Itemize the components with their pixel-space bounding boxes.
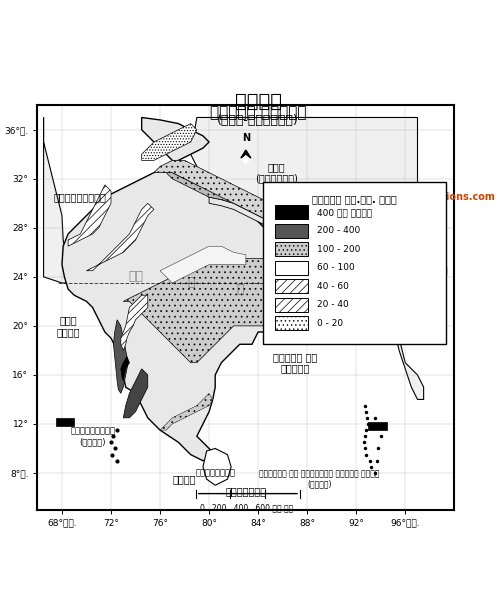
Polygon shape	[68, 185, 111, 246]
Polygon shape	[121, 295, 147, 351]
Polygon shape	[141, 124, 196, 161]
Polygon shape	[44, 117, 92, 283]
Text: 40 - 60: 40 - 60	[316, 282, 348, 291]
Polygon shape	[113, 320, 128, 394]
Text: अरब
सागर: अरब सागर	[56, 315, 80, 336]
Text: पाकिस्तान: पाकिस्तान	[54, 192, 107, 202]
Polygon shape	[337, 240, 362, 258]
Text: 20 - 40: 20 - 40	[316, 300, 348, 309]
FancyBboxPatch shape	[262, 182, 445, 344]
Text: त: त	[235, 283, 243, 296]
Polygon shape	[313, 228, 362, 240]
Text: 60 - 100: 60 - 100	[316, 263, 354, 272]
Polygon shape	[240, 151, 250, 158]
FancyBboxPatch shape	[275, 205, 308, 220]
Polygon shape	[241, 156, 249, 164]
Text: 0   200   400   600 कि.मी.: 0 200 400 600 कि.मी.	[200, 504, 295, 513]
Text: भारत: भारत	[234, 92, 281, 111]
Polygon shape	[209, 197, 307, 240]
Text: चीन
(तिब्बत): चीन (तिब्बत)	[255, 162, 298, 183]
Text: अंडमान और निकोबार द्वीप समूह
(भारत): अंडमान और निकोबार द्वीप समूह (भारत)	[259, 469, 379, 489]
Polygon shape	[190, 117, 417, 234]
Bar	[368, 421, 386, 430]
Text: वर्षा से.मी. में: वर्षा से.मी. में	[311, 194, 396, 204]
Text: N: N	[241, 133, 249, 143]
Polygon shape	[202, 448, 230, 485]
FancyBboxPatch shape	[275, 298, 308, 312]
Text: भा: भा	[128, 271, 143, 284]
FancyBboxPatch shape	[275, 279, 308, 293]
Polygon shape	[121, 357, 129, 381]
Text: बंगाल की
खाड़ी: बंगाल की खाड़ी	[272, 352, 317, 373]
Polygon shape	[62, 117, 420, 461]
Polygon shape	[319, 228, 380, 258]
Polygon shape	[86, 204, 154, 271]
Text: UPBoard: UPBoard	[374, 192, 421, 202]
Text: 200 - 400: 200 - 400	[316, 226, 359, 236]
Polygon shape	[123, 369, 147, 418]
Polygon shape	[368, 234, 423, 400]
Polygon shape	[160, 246, 245, 283]
Text: महासागर: महासागर	[225, 486, 266, 496]
FancyBboxPatch shape	[275, 261, 308, 275]
Polygon shape	[160, 394, 212, 430]
Text: श्रीलंका: श्रीलंका	[195, 469, 235, 477]
Text: कर्क रेखा: कर्क रेखा	[404, 266, 447, 276]
Text: हिंद: हिंद	[172, 474, 196, 484]
Polygon shape	[166, 173, 374, 252]
FancyBboxPatch shape	[275, 242, 308, 256]
FancyBboxPatch shape	[275, 317, 308, 330]
Text: 400 से अधिक: 400 से अधिक	[316, 208, 371, 217]
Text: मौसमी वर्षा: मौसमी वर्षा	[209, 105, 306, 120]
Polygon shape	[123, 258, 307, 363]
Bar	[56, 418, 74, 426]
Text: लक्षद्वीप
(भारत): लक्षद्वीप (भारत)	[70, 427, 115, 446]
FancyBboxPatch shape	[275, 224, 308, 238]
Text: र: र	[186, 277, 194, 290]
Text: (जून-सितंबर): (जून-सितंबर)	[217, 114, 299, 127]
Text: म्यांमार: म्यांमार	[375, 309, 422, 319]
Polygon shape	[154, 161, 307, 234]
Text: 100 - 200: 100 - 200	[316, 245, 359, 254]
Text: 0 - 20: 0 - 20	[316, 319, 342, 328]
Text: Solutions.com: Solutions.com	[417, 192, 494, 202]
Polygon shape	[307, 246, 349, 295]
Text: भूटान: भूटान	[325, 223, 350, 232]
Text: बांग्लादेश: बांग्लादेश	[312, 279, 362, 287]
